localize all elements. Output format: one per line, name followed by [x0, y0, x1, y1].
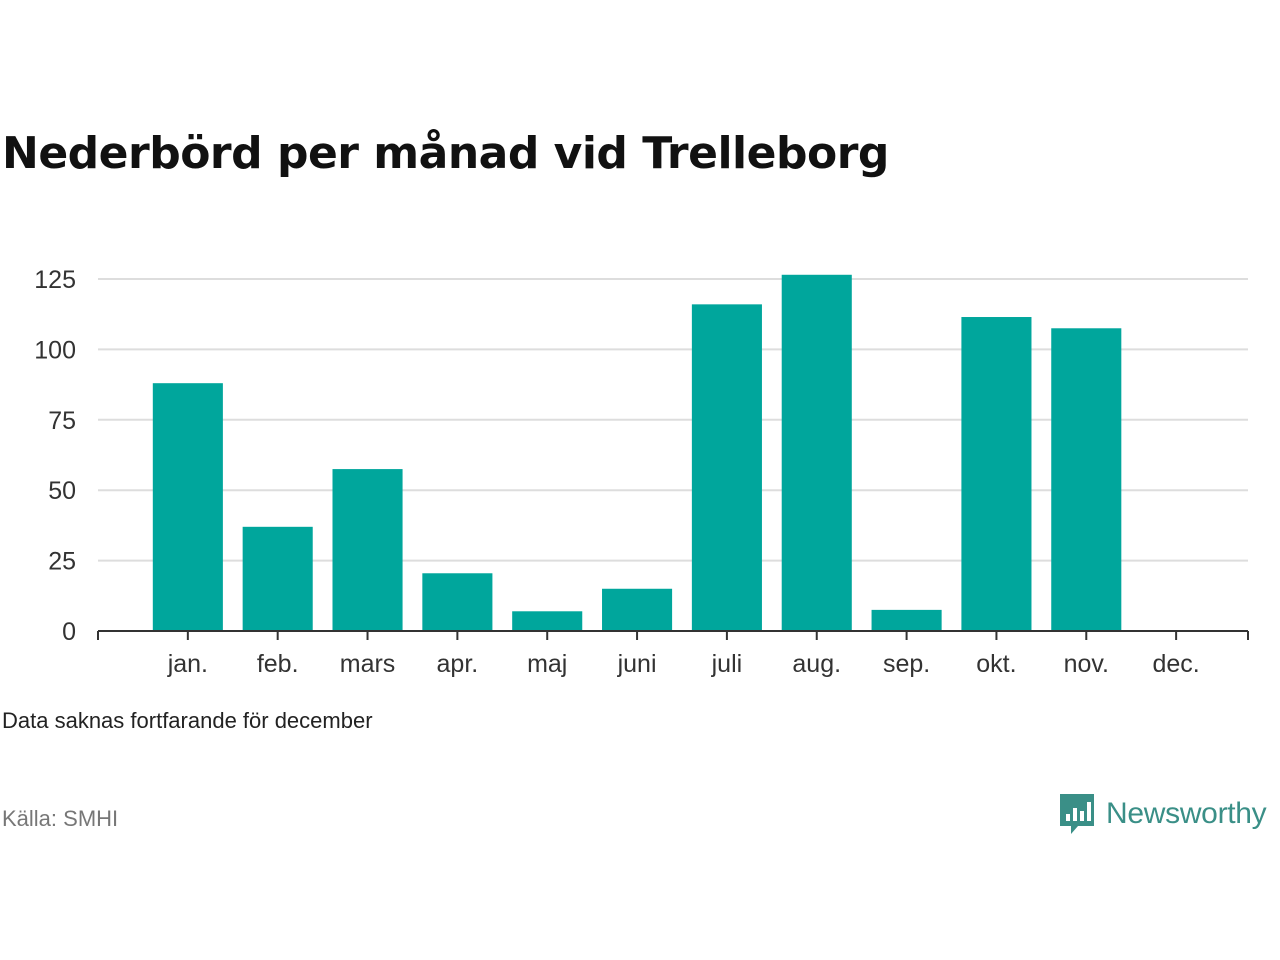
y-tick-labels: 0 25 50 75 100 125	[34, 266, 76, 646]
x-axis	[97, 630, 1249, 640]
bar	[242, 526, 313, 631]
bar-chart: 0 25 50 75 100 125 jan. feb. mars apr. maj juni jul…	[34, 266, 1249, 678]
y-tick-label: 75	[48, 407, 76, 435]
x-tick-labels: jan. feb. mars apr. maj juni juli aug. sep. okt. n…	[167, 650, 1200, 678]
y-tick-label: 125	[34, 266, 76, 294]
x-tick-label: jan.	[167, 650, 208, 678]
bars	[152, 274, 1122, 631]
y-tick-label: 25	[48, 548, 76, 576]
y-tick-label: 50	[48, 477, 76, 505]
bar	[422, 573, 493, 631]
x-tick-label: nov.	[1064, 650, 1109, 678]
x-tick-label: aug.	[792, 650, 841, 678]
bar	[332, 469, 403, 631]
newsworthy-logo-icon	[1060, 794, 1094, 834]
bar	[152, 383, 223, 631]
bar	[512, 611, 583, 631]
x-tick-label: mars	[340, 650, 396, 678]
x-tick-label: okt.	[976, 650, 1016, 678]
bar	[871, 609, 942, 631]
y-tick-label: 0	[62, 618, 76, 646]
x-tick-label: maj	[527, 650, 567, 678]
x-tick-label: apr.	[437, 650, 479, 678]
x-tick-label: dec.	[1152, 650, 1199, 678]
chart-title: Nederbörd per månad vid Trelleborg	[2, 128, 889, 179]
bar	[961, 317, 1032, 631]
bar	[691, 304, 762, 631]
bar	[602, 588, 673, 631]
x-tick-label: juli	[711, 650, 743, 678]
source-label: Källa: SMHI	[2, 806, 119, 831]
x-tick-label: feb.	[257, 650, 299, 678]
brand-name: Newsworthy	[1106, 797, 1267, 830]
bar	[1051, 328, 1122, 631]
y-tick-label: 100	[34, 336, 76, 364]
chart-note: Data saknas fortfarande för december	[2, 708, 373, 733]
brand-logo: Newsworthy	[1058, 792, 1267, 836]
x-tick-label: juni	[617, 650, 657, 678]
bar	[781, 274, 852, 631]
x-tick-label: sep.	[883, 650, 930, 678]
